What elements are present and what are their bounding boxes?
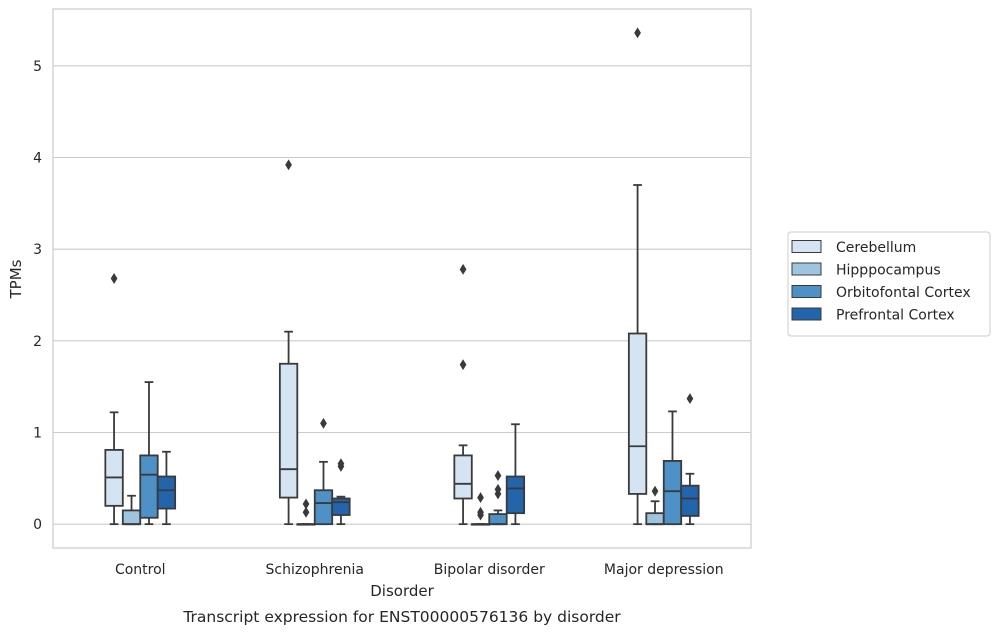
y-tick-label: 5 [33, 59, 42, 75]
x-axis-ticks: Control Schizophrenia Bipolar disorder Majo… [115, 562, 724, 578]
plot-frame [52, 8, 752, 549]
x-tick-label: Schizophrenia [266, 562, 364, 578]
x-axis-title: Disorder [370, 582, 434, 600]
outlier-point [459, 359, 467, 371]
legend-label: Cerebellum [836, 240, 916, 256]
box-hipppocampus-2 [470, 492, 491, 526]
box-iqr [313, 489, 334, 526]
box-hipppocampus-3 [645, 485, 665, 526]
box-prefrontal-cortex-2 [505, 423, 526, 526]
x-tick-label: Control [115, 562, 166, 578]
box-iqr [627, 332, 648, 495]
outlier-point [320, 417, 327, 429]
legend-label: Hipppocampus [836, 263, 941, 279]
box-iqr [156, 475, 177, 510]
box-iqr [453, 454, 473, 500]
outlier-point [302, 506, 310, 518]
outlier-point [477, 492, 484, 504]
box-hipppocampus-1 [296, 498, 316, 526]
box-hipppocampus-0 [121, 494, 142, 526]
box-cerebellum-0 [104, 273, 124, 526]
legend-label: Orbitofontal Cortex [836, 285, 971, 301]
legend-swatch [791, 262, 822, 276]
legend-frame [787, 231, 991, 337]
chart-caption: Transcript expression for ENST0000057613… [182, 608, 621, 626]
y-axis-ticks: 0 1 2 3 4 5 [33, 59, 42, 533]
box-iqr [331, 497, 351, 516]
box-iqr [278, 362, 299, 499]
outlier-point [494, 483, 502, 495]
box-iqr [680, 484, 700, 517]
box-iqr [645, 512, 665, 526]
outlier-point [302, 498, 310, 510]
box-plot-marks [104, 27, 700, 526]
legend: Cerebellum Hipppocampus Orbitofontal Corte… [787, 231, 991, 337]
outlier-point [686, 393, 694, 405]
outlier-point [494, 470, 502, 482]
legend-swatch [791, 307, 822, 321]
box-prefrontal-cortex-0 [156, 450, 177, 526]
y-tick-label: 3 [33, 242, 42, 258]
box-cerebellum-1 [278, 159, 299, 526]
y-tick-label: 0 [33, 517, 42, 533]
outlier-point [337, 458, 345, 470]
y-tick-label: 4 [33, 151, 42, 167]
x-tick-label: Bipolar disorder [434, 562, 545, 578]
box-iqr [139, 454, 159, 519]
outlier-point [651, 485, 659, 497]
outlier-point [634, 27, 641, 39]
box-iqr [488, 513, 508, 526]
y-tick-label: 1 [33, 426, 42, 442]
box-orbitofontal-cortex-3 [662, 410, 683, 526]
outlier-point [110, 273, 118, 284]
x-tick-label: Major depression [604, 562, 724, 578]
box-orbitofontal-cortex-0 [139, 381, 159, 526]
box-cerebellum-2 [453, 263, 473, 526]
box-orbitofontal-cortex-2 [488, 470, 508, 526]
box-iqr [121, 509, 142, 526]
legend-swatch [791, 240, 822, 253]
box-prefrontal-cortex-3 [680, 393, 700, 526]
box-orbitofontal-cortex-1 [313, 417, 334, 526]
legend-swatch [791, 285, 822, 298]
legend-label: Prefrontal Cortex [836, 308, 955, 324]
y-tick-label: 2 [33, 334, 42, 350]
box-iqr [505, 475, 526, 515]
outlier-point [285, 159, 292, 171]
outlier-point [459, 263, 467, 275]
outlier-point [477, 506, 484, 518]
y-axis-title: TPMs [7, 259, 25, 299]
box-cerebellum-3 [627, 27, 648, 526]
box-prefrontal-cortex-1 [331, 458, 351, 526]
box-iqr [662, 460, 683, 526]
